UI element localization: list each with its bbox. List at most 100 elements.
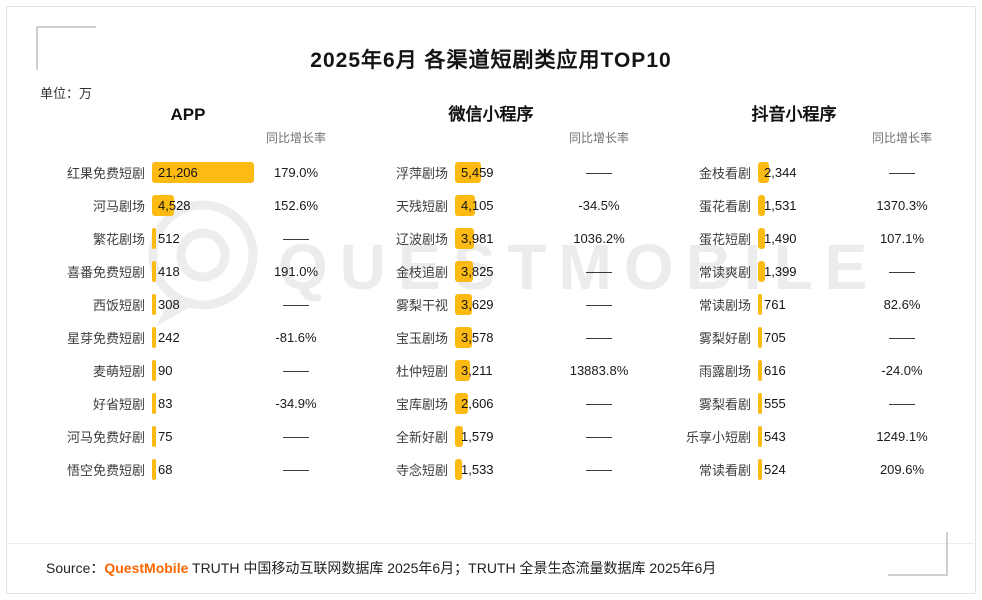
table-row: 宝玉剧场 3,578 —— xyxy=(343,321,639,354)
table-row: 寺念短剧 1,533 —— xyxy=(343,453,639,486)
growth-value: -81.6% xyxy=(275,330,317,345)
column-subheader: 同比增长率 xyxy=(40,126,336,148)
value-bar xyxy=(758,162,769,183)
table-row: 喜番免费短剧 418 191.0% xyxy=(40,255,336,288)
value-bar xyxy=(758,426,762,447)
source-prefix: Source： xyxy=(46,560,105,576)
app-name-label: 麦萌短剧 xyxy=(92,364,145,379)
bar-area: 524 xyxy=(758,459,862,480)
growth-value: —— xyxy=(283,462,309,477)
growth-value: —— xyxy=(586,396,612,411)
value-bar xyxy=(152,327,156,348)
bar-area: 4,105 xyxy=(455,195,559,216)
app-name-label: 红果免费短剧 xyxy=(66,166,145,181)
bar-area: 21,206 xyxy=(152,162,256,183)
value-label: 3,825 xyxy=(461,264,494,279)
bar-area: 4,528 xyxy=(152,195,256,216)
column-title: APP xyxy=(170,105,206,124)
growth-value: —— xyxy=(586,429,612,444)
bar-area: 1,533 xyxy=(455,459,559,480)
app-name-label: 河马免费好剧 xyxy=(66,430,145,445)
table-row: 雨露剧场 616 -24.0% xyxy=(646,354,942,387)
bar-area: 3,629 xyxy=(455,294,559,315)
growth-value: 191.0% xyxy=(273,264,319,279)
growth-value: —— xyxy=(889,165,915,180)
growth-value: 209.6% xyxy=(879,462,925,477)
value-bar xyxy=(455,360,470,381)
value-label: 75 xyxy=(158,429,173,444)
table-row: 河马免费好剧 75 —— xyxy=(40,420,336,453)
table-row: 繁花剧场 512 —— xyxy=(40,222,336,255)
app-name-label: 雾梨干视 xyxy=(395,298,448,313)
app-name-label: 蛋花看剧 xyxy=(698,199,751,214)
column-douyin-miniprogram: 抖音小程序 同比增长率 金枝看剧 2,344 —— 蛋花看剧 1,531 1370.3% 蛋… xyxy=(646,104,942,486)
growth-value: -24.0% xyxy=(881,363,923,378)
bar-area: 3,211 xyxy=(455,360,559,381)
value-bar xyxy=(152,162,254,183)
value-label: 308 xyxy=(158,297,180,312)
table-row: 杜仲短剧 3,211 13883.8% xyxy=(343,354,639,387)
column-subheader: 同比增长率 xyxy=(343,126,639,148)
value-label: 616 xyxy=(764,363,786,378)
growth-value: —— xyxy=(889,264,915,279)
value-label: 705 xyxy=(764,330,786,345)
table-row: 悟空免费短剧 68 —— xyxy=(40,453,336,486)
value-label: 90 xyxy=(158,363,173,378)
table-row: 红果免费短剧 21,206 179.0% xyxy=(40,156,336,189)
app-name-label: 宝库剧场 xyxy=(395,397,448,412)
app-name-label: 蛋花短剧 xyxy=(698,232,751,247)
value-bar xyxy=(455,426,463,447)
footer-divider xyxy=(8,543,974,544)
value-label: 3,211 xyxy=(461,363,493,378)
value-label: 242 xyxy=(158,330,180,345)
growth-value: 1036.2% xyxy=(573,231,625,246)
table-row: 雾梨干视 3,629 —— xyxy=(343,288,639,321)
bar-area: 2,606 xyxy=(455,393,559,414)
column-title: 抖音小程序 xyxy=(751,105,837,124)
bar-area: 3,825 xyxy=(455,261,559,282)
growth-value: 1370.3% xyxy=(876,198,928,213)
value-bar xyxy=(758,327,762,348)
rows: 浮萍剧场 5,459 —— 天残短剧 4,105 -34.5% 辽波剧场 3,981 1036.… xyxy=(343,156,639,486)
bar-area: 1,579 xyxy=(455,426,559,447)
value-bar xyxy=(152,459,156,480)
growth-value: 152.6% xyxy=(273,198,319,213)
bar-area: 1,490 xyxy=(758,228,862,249)
column-subheader: 同比增长率 xyxy=(646,126,942,148)
value-label: 1,533 xyxy=(461,462,494,477)
value-bar xyxy=(455,459,462,480)
value-bar xyxy=(758,195,765,216)
app-name-label: 宝玉剧场 xyxy=(395,331,448,346)
value-bar xyxy=(152,294,156,315)
growth-value: —— xyxy=(586,462,612,477)
table-row: 金枝追剧 3,825 —— xyxy=(343,255,639,288)
bar-area: 83 xyxy=(152,393,256,414)
growth-value: -34.5% xyxy=(578,198,620,213)
value-bar xyxy=(152,393,156,414)
watermark: QUESTMOBILE xyxy=(140,192,960,342)
table-row: 天残短剧 4,105 -34.5% xyxy=(343,189,639,222)
app-name-label: 西饭短剧 xyxy=(92,298,145,313)
table-row: 辽波剧场 3,981 1036.2% xyxy=(343,222,639,255)
value-bar xyxy=(455,294,472,315)
bar-area: 3,578 xyxy=(455,327,559,348)
value-label: 2,606 xyxy=(461,396,494,411)
app-name-label: 寺念短剧 xyxy=(395,463,448,478)
source-line: Source：QuestMobile TRUTH 中国移动互联网数据库 2025… xyxy=(46,558,716,578)
value-bar xyxy=(152,261,156,282)
table-row: 宝库剧场 2,606 —— xyxy=(343,387,639,420)
growth-value: —— xyxy=(283,231,309,246)
growth-value: 107.1% xyxy=(879,231,925,246)
bar-area: 2,344 xyxy=(758,162,862,183)
bar-area: 705 xyxy=(758,327,862,348)
growth-value: —— xyxy=(586,330,612,345)
unit-label: 单位：万 xyxy=(40,86,93,101)
app-name-label: 金枝追剧 xyxy=(395,265,448,280)
questmobile-logo-icon xyxy=(140,196,262,339)
bar-area: 543 xyxy=(758,426,862,447)
value-label: 512 xyxy=(158,231,180,246)
value-label: 761 xyxy=(764,297,786,312)
value-label: 3,629 xyxy=(461,297,494,312)
column-app: APP 同比增长率 红果免费短剧 21,206 179.0% 河马剧场 4,528 152… xyxy=(40,104,336,486)
table-row: 蛋花看剧 1,531 1370.3% xyxy=(646,189,942,222)
